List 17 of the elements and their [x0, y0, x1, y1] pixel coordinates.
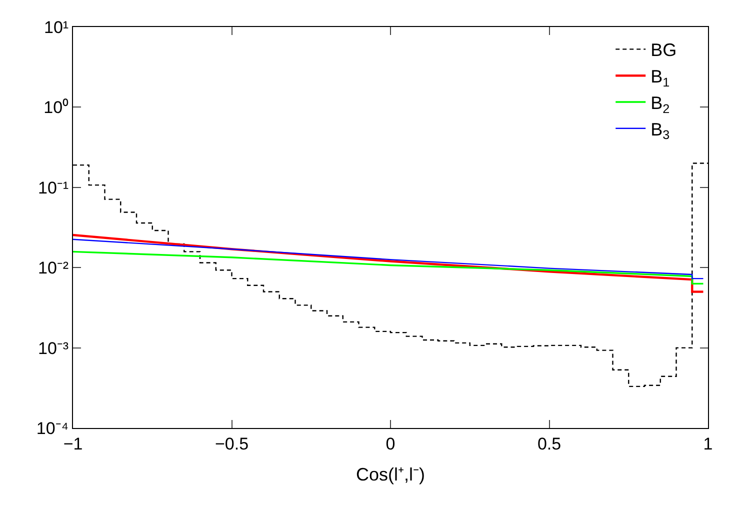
legend-label: B$_{2}$ — [650, 93, 670, 116]
line-series — [73, 250, 704, 285]
y-tick-label: 10⁻³ — [38, 338, 69, 358]
x-axis-title: Cos(l⁺,l⁻) — [356, 464, 425, 484]
line-series — [73, 238, 704, 280]
y-tick-label: 10⁻² — [38, 258, 69, 278]
x-tick-label: 0.5 — [537, 434, 562, 454]
line-series — [73, 234, 704, 293]
y-tick-label: 10⁻¹ — [38, 178, 69, 198]
x-tick-label: −0.5 — [214, 434, 249, 454]
y-tick-label: 10¹ — [44, 18, 69, 37]
y-tick-label: 10⁰ — [44, 98, 69, 118]
legend-label: BG — [650, 40, 677, 60]
legend-label: B$_{3}$ — [650, 119, 670, 142]
x-tick-label: 1 — [703, 434, 713, 454]
x-tick-label: 0 — [386, 434, 396, 454]
legend-label: B$_{1}$ — [650, 66, 670, 90]
